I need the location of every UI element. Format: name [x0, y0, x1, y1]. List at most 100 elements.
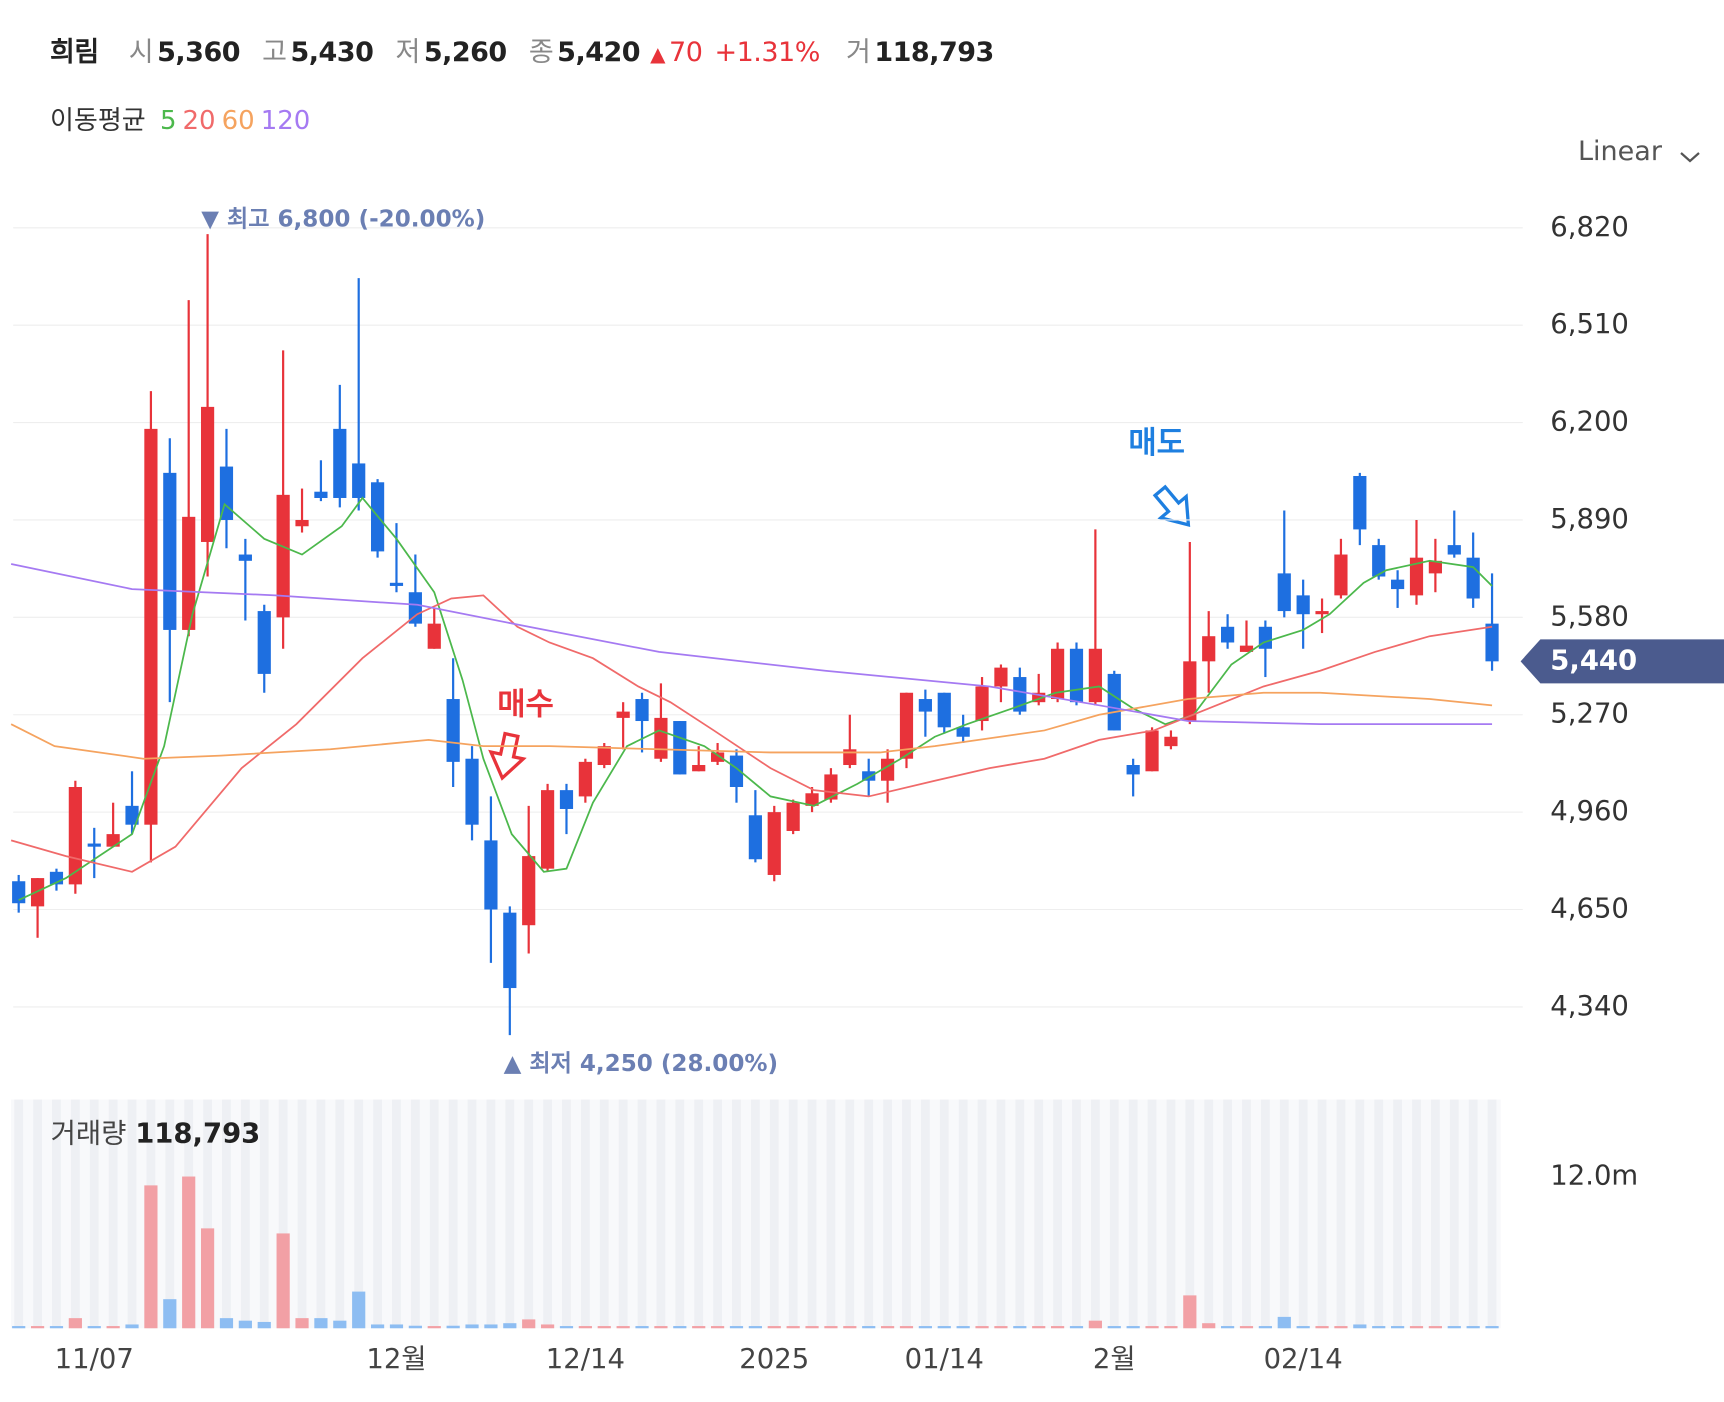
x-tick-label: 12월 — [366, 1343, 426, 1375]
volume-bar — [1126, 1326, 1140, 1329]
high-label: 고 — [262, 37, 287, 68]
volume-column — [1260, 1099, 1270, 1329]
change-arrow: ▲ — [650, 42, 666, 66]
x-tick-label: 2월 — [1093, 1343, 1136, 1375]
volume-bar — [862, 1326, 876, 1329]
volume-bar — [1315, 1326, 1329, 1329]
volume-column — [222, 1099, 231, 1329]
volume-column — [410, 1099, 420, 1329]
volume-column — [826, 1099, 836, 1329]
volume-column — [1355, 1099, 1365, 1329]
candle-body — [1315, 611, 1329, 615]
volume-bar — [522, 1319, 536, 1329]
volume-column — [354, 1099, 364, 1329]
volume-column — [713, 1099, 722, 1329]
volume-column — [1034, 1099, 1044, 1329]
volume-bar — [559, 1326, 574, 1329]
volume-bar — [182, 1176, 196, 1329]
candle-body — [257, 611, 271, 674]
volume-column — [788, 1099, 798, 1329]
candle-body — [956, 727, 970, 737]
candle-body — [767, 812, 781, 875]
volume-bar — [30, 1326, 45, 1329]
volume-column — [769, 1099, 779, 1329]
volume-column — [203, 1099, 212, 1329]
candle-body — [1183, 661, 1197, 722]
volume-bar — [1391, 1326, 1405, 1329]
volume-value: 118,793 — [874, 37, 994, 68]
close-value: 5,420 — [557, 37, 641, 68]
volume-bar — [408, 1325, 422, 1329]
candle-body — [352, 463, 366, 498]
candle-body — [692, 765, 706, 772]
volume-bar — [956, 1326, 970, 1329]
volume-bar — [352, 1291, 366, 1329]
open-label: 시 — [128, 37, 154, 68]
volume-bar — [68, 1318, 82, 1329]
annotation: ▼ 최고 6,800 (-20.00%) — [201, 206, 485, 232]
volume-column — [996, 1099, 1006, 1329]
candle-body — [824, 774, 838, 800]
candle-body — [314, 491, 328, 498]
volume-column — [524, 1099, 534, 1329]
volume-column — [958, 1099, 968, 1329]
volume-bar — [710, 1326, 725, 1329]
legend-entry: 5 — [159, 106, 177, 136]
current-price-tag — [1520, 639, 1724, 684]
volume-column — [448, 1099, 458, 1329]
volume-column — [240, 1099, 250, 1329]
volume-column — [108, 1099, 118, 1329]
candle-body — [880, 758, 895, 781]
volume-column — [1072, 1099, 1081, 1329]
scale-dropdown[interactable]: Linear — [1578, 136, 1700, 167]
candle-body — [1088, 648, 1102, 703]
volume-bar — [200, 1228, 215, 1329]
current-price-label: 5,440 — [1550, 644, 1637, 676]
volume-column — [580, 1099, 590, 1329]
candle-body — [1202, 636, 1216, 662]
volume-bar — [370, 1324, 385, 1329]
volume-bar — [295, 1318, 309, 1329]
volume-label: 거 — [846, 37, 871, 68]
volume-column — [1393, 1099, 1403, 1329]
candle-body — [1032, 692, 1046, 703]
volume-bar — [1202, 1323, 1216, 1329]
candle-body — [805, 793, 819, 806]
candle-body — [578, 761, 592, 797]
x-tick-label: 12/14 — [546, 1343, 625, 1375]
candle-body — [635, 699, 649, 722]
volume-column — [883, 1099, 892, 1329]
volume-background — [10, 1099, 1501, 1329]
chevron-icon[interactable] — [1679, 150, 1701, 164]
volume-bar — [729, 1326, 744, 1329]
volume-bar — [144, 1185, 158, 1329]
scale-label[interactable]: Linear — [1578, 136, 1662, 167]
legend: 이동평균 5 20 60 120 — [50, 100, 316, 137]
candle-body — [1051, 648, 1065, 700]
volume-column — [392, 1099, 401, 1329]
volume-column — [1430, 1099, 1440, 1329]
volume-column — [656, 1099, 666, 1329]
volume-bar — [1447, 1326, 1461, 1329]
volume-bar — [106, 1326, 120, 1329]
candle-body — [503, 912, 517, 989]
y-tick-label: 5,580 — [1550, 600, 1629, 632]
candle-body — [1409, 557, 1424, 596]
volume-bar — [975, 1326, 989, 1329]
volume-column — [165, 1099, 175, 1329]
candle-body — [1466, 557, 1480, 599]
volume-column — [1487, 1099, 1497, 1329]
volume-column — [89, 1099, 99, 1329]
candle-body — [862, 771, 876, 781]
volume-column — [618, 1099, 628, 1329]
y-tick-label: 6,510 — [1550, 308, 1629, 340]
volume-column — [278, 1099, 288, 1329]
volume-column — [807, 1099, 817, 1329]
candle-body — [200, 406, 215, 542]
volume-bar — [1409, 1326, 1424, 1329]
candle-body — [484, 840, 498, 910]
candle-body — [540, 790, 555, 869]
buy-arrow — [488, 731, 527, 781]
candle-body — [899, 692, 914, 759]
